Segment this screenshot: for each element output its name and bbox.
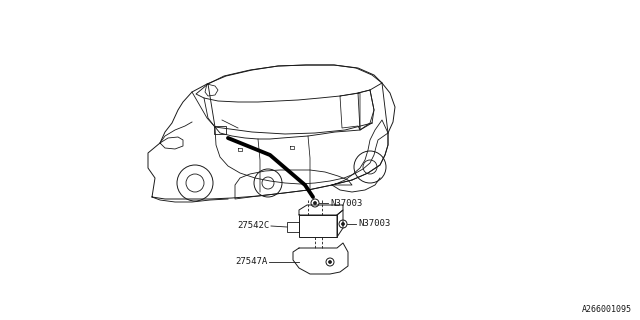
- Text: A266001095: A266001095: [582, 305, 632, 314]
- Bar: [214, 126, 226, 134]
- Circle shape: [342, 222, 344, 226]
- Text: N37003: N37003: [358, 220, 390, 228]
- Bar: [299, 215, 337, 237]
- Text: N37003: N37003: [330, 198, 362, 207]
- Text: 27547A: 27547A: [236, 258, 268, 267]
- Bar: [287, 222, 299, 232]
- Text: 27542C: 27542C: [237, 221, 270, 230]
- Circle shape: [328, 260, 332, 263]
- Circle shape: [314, 202, 317, 204]
